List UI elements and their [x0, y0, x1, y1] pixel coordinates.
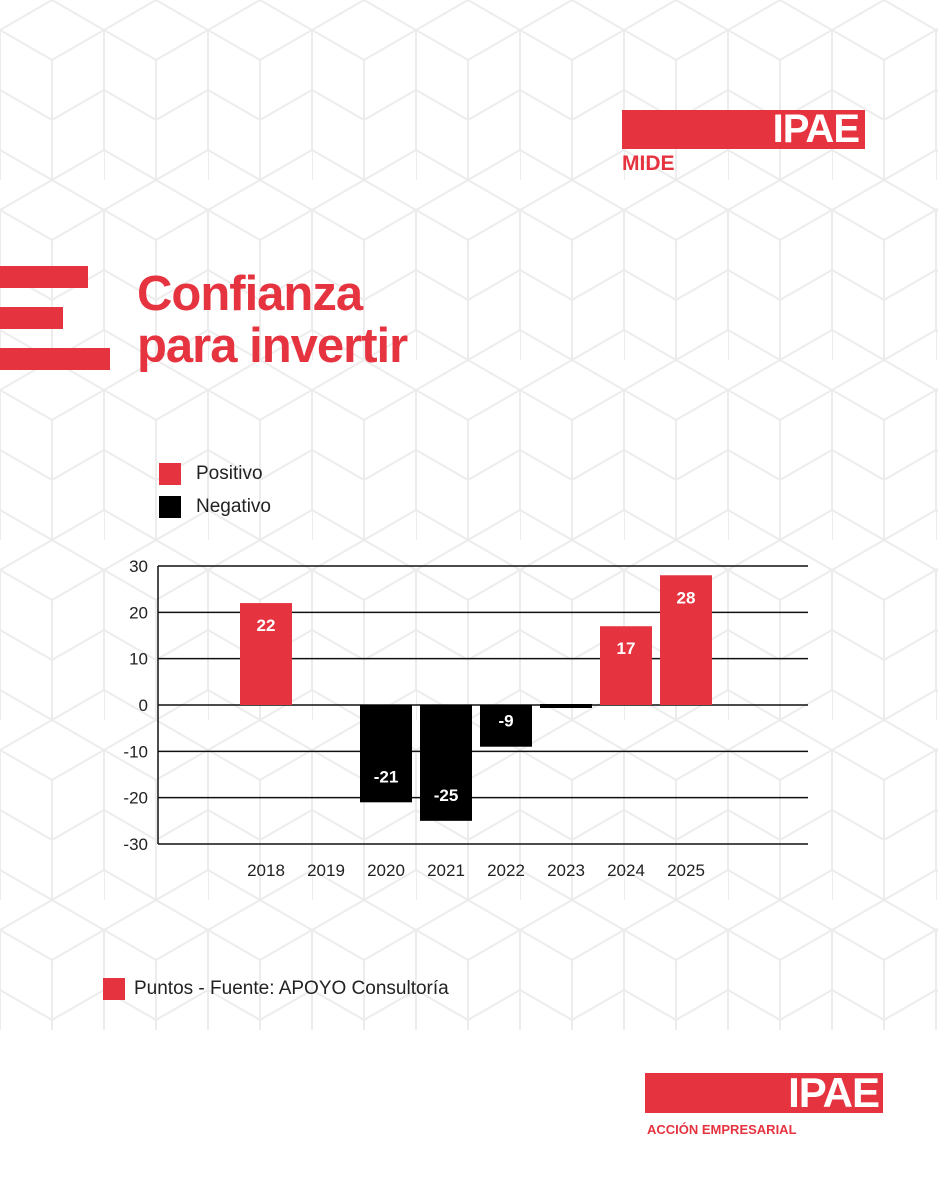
x-tick-label: 2019	[307, 861, 345, 880]
bar	[240, 603, 292, 705]
bar-value-label: 28	[677, 588, 696, 607]
y-tick-label: -30	[123, 835, 148, 854]
logo-bottom-bar	[645, 1073, 883, 1113]
x-tick-label: 2021	[427, 861, 465, 880]
x-tick-label: 2018	[247, 861, 285, 880]
footnote-swatch	[103, 978, 125, 1000]
x-tick-label: 2022	[487, 861, 525, 880]
y-tick-label: 20	[129, 603, 148, 622]
bar	[600, 626, 652, 705]
bar-value-label: 17	[617, 639, 636, 658]
background-pattern	[0, 0, 938, 1030]
side-bar-3	[0, 348, 110, 370]
logo-top-wordmark: IPAE	[772, 107, 860, 151]
side-bar-2	[0, 307, 63, 329]
footnote-text: Puntos - Fuente: APOYO Consultoría	[134, 978, 449, 999]
legend-swatch-negative	[159, 496, 181, 518]
y-tick-label: 10	[129, 650, 148, 669]
bar	[420, 705, 472, 821]
bar	[360, 705, 412, 803]
legend-swatch-positive	[159, 463, 181, 485]
logo-bottom-subtitle: ACCIÓN EMPRESARIAL	[647, 1122, 797, 1137]
side-bar-1	[0, 266, 88, 288]
y-tick-label: 30	[129, 557, 148, 576]
y-tick-label: -20	[123, 789, 148, 808]
page-title-line-1: Confianza	[137, 267, 363, 321]
x-tick-label: 2023	[547, 861, 585, 880]
bar	[540, 704, 592, 708]
x-tick-label: 2024	[607, 861, 645, 880]
logo-top-bar	[622, 110, 865, 149]
legend-label-negative: Negativo	[196, 496, 271, 517]
page-title-line-2: para invertir	[137, 319, 408, 373]
y-tick-label: -10	[123, 742, 148, 761]
x-tick-label: 2020	[367, 861, 405, 880]
bar	[660, 575, 712, 705]
bar-value-label: 22	[257, 616, 276, 635]
bar-value-label: -9	[498, 712, 513, 731]
logo-bottom-wordmark: IPAE	[788, 1069, 880, 1116]
logo-top-subtitle: MIDE	[622, 152, 675, 175]
bar	[480, 705, 532, 747]
y-tick-label: 0	[139, 696, 148, 715]
bar-value-label: -25	[434, 786, 459, 805]
bar-value-label: -21	[374, 767, 399, 786]
x-tick-label: 2025	[667, 861, 705, 880]
page-title: Confianza para invertir	[137, 268, 557, 372]
legend-label-positive: Positivo	[196, 463, 263, 484]
